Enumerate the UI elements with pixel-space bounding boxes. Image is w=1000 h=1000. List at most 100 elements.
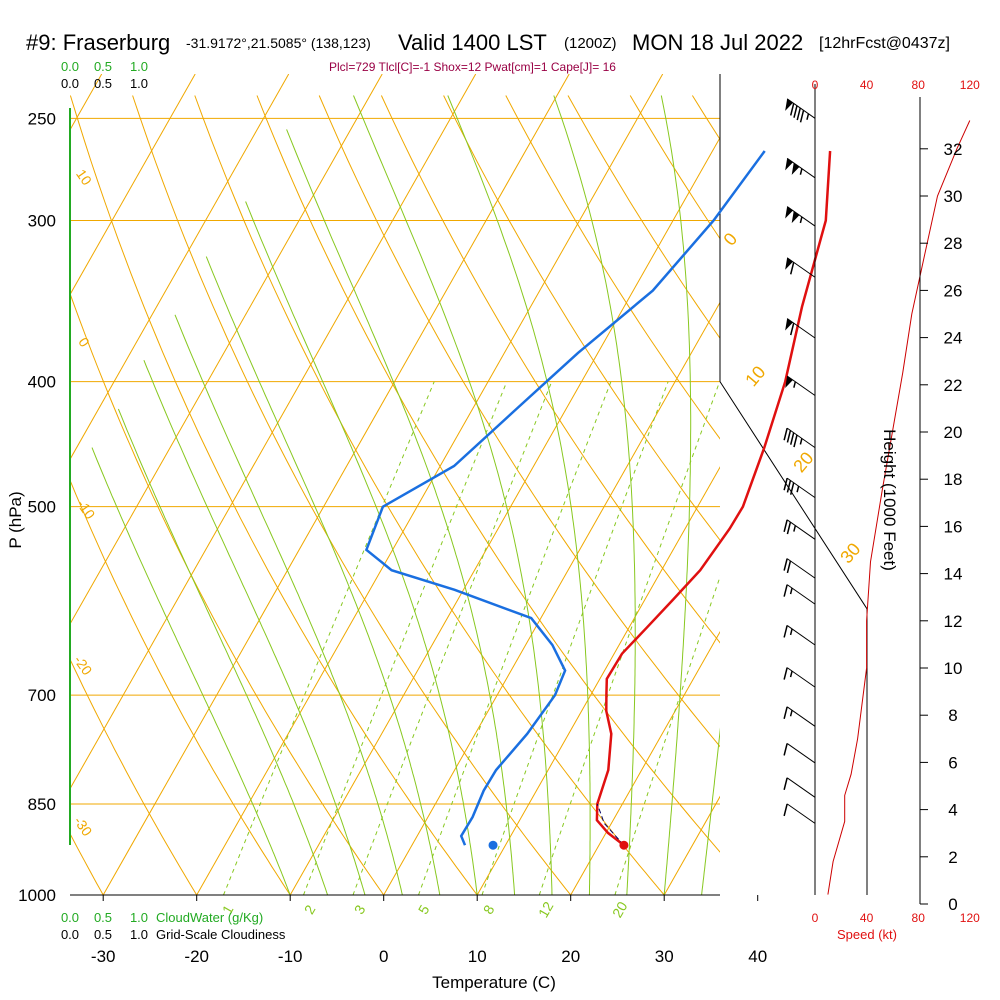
height-axis-label: Height (1000 Feet) bbox=[880, 429, 899, 571]
mixing-ratio-label: 2 bbox=[301, 902, 319, 917]
wind-barb-full bbox=[786, 480, 792, 493]
isotherm-line bbox=[70, 74, 290, 461]
wind-barb-staff bbox=[786, 625, 816, 646]
wind-barb-staff bbox=[786, 706, 816, 727]
temperature-tick-label: 10 bbox=[468, 947, 487, 966]
mixing-ratio-label: 3 bbox=[351, 902, 369, 917]
wind-barb-half bbox=[806, 113, 810, 120]
dry-adiabat-line bbox=[817, 96, 1000, 896]
wind-barb-full bbox=[789, 322, 795, 336]
dry-adiabat-line bbox=[70, 292, 385, 895]
wind-barb-staff bbox=[786, 667, 816, 688]
wind-barb-full bbox=[793, 434, 798, 448]
moist-adiabat-label: 0 bbox=[720, 229, 742, 250]
temperature-tick-label: 30 bbox=[655, 947, 674, 966]
wind-barb-half bbox=[799, 168, 803, 175]
grid-clipped bbox=[70, 74, 1000, 896]
wind-barb-staff bbox=[786, 743, 816, 764]
pressure-tick-label: 500 bbox=[28, 498, 56, 517]
mixing-ratio-label: 20 bbox=[609, 899, 631, 921]
parcel-path bbox=[596, 803, 625, 846]
moist-adiabat-line bbox=[174, 314, 403, 895]
wind-barb-half bbox=[789, 628, 793, 636]
wind-barb-pennant bbox=[785, 158, 793, 171]
wind-barb bbox=[783, 625, 816, 646]
dry-adiabat-line bbox=[941, 96, 1000, 896]
wind-barb bbox=[783, 584, 816, 605]
wind-barb-pennant bbox=[791, 162, 800, 175]
wind-barb-full bbox=[783, 667, 788, 680]
cloudiness-tick-bottom: 1.0 bbox=[130, 927, 148, 942]
pressure-tick-label: 850 bbox=[28, 795, 56, 814]
dry-adiabat-line bbox=[443, 95, 720, 541]
wind-barb-full bbox=[793, 105, 798, 118]
wind-barb bbox=[783, 667, 816, 688]
temperature-tick-label: 20 bbox=[561, 947, 580, 966]
wind-barb-pennant bbox=[785, 206, 793, 219]
mixing-ratio-label: 12 bbox=[535, 899, 557, 921]
speed-tick-bottom: 40 bbox=[860, 911, 874, 925]
wind-barb-pennant bbox=[785, 98, 793, 111]
moist-adiabat-line bbox=[117, 408, 329, 895]
cloudiness-tick-top: 0.5 bbox=[94, 76, 112, 91]
utc-time: (1200Z) bbox=[564, 35, 617, 52]
mixing-ratio-line bbox=[418, 381, 612, 895]
moist-adiabat-label: 30 bbox=[836, 539, 864, 567]
wind-barb-full bbox=[783, 706, 788, 719]
wind-barb bbox=[783, 427, 816, 449]
height-tick-label: 20 bbox=[944, 423, 963, 442]
wind-barb-full bbox=[786, 430, 792, 443]
valid-time: Valid 1400 LST bbox=[398, 30, 547, 55]
wind-barb bbox=[785, 157, 816, 179]
pressure-tick-label: 300 bbox=[28, 211, 56, 230]
isotherm-line bbox=[70, 74, 196, 296]
cloudwater-tick-bottom: 0.0 bbox=[61, 910, 79, 925]
wind-barb-pennant bbox=[785, 375, 793, 388]
cloudwater-tick-top: 0.5 bbox=[94, 59, 112, 74]
speed-tick-bottom: 80 bbox=[912, 911, 926, 925]
y-axis-label: P (hPa) bbox=[6, 491, 25, 548]
wind-barb-full bbox=[789, 103, 795, 116]
height-tick-label: 2 bbox=[948, 848, 957, 867]
isotherm-line bbox=[289, 136, 720, 895]
isotherm-line bbox=[851, 74, 1000, 895]
dry-adiabat-label: -10 bbox=[74, 496, 99, 522]
wind-barb bbox=[783, 519, 816, 540]
moist-adiabat-line bbox=[353, 95, 553, 895]
temperature-tick-label: -30 bbox=[91, 947, 116, 966]
dry-adiabat-line bbox=[70, 95, 478, 895]
wind-barb-half bbox=[789, 710, 793, 717]
height-tick-label: 8 bbox=[948, 706, 957, 725]
cloudiness-tick-top: 0.0 bbox=[61, 76, 79, 91]
wind-barb-full bbox=[799, 110, 805, 123]
moist-adiabat-line bbox=[286, 129, 516, 895]
moist-adiabat-line bbox=[660, 95, 692, 895]
wind-barb-full bbox=[783, 584, 788, 597]
wind-barb-full bbox=[796, 107, 801, 121]
station-title: #9: Fraserburg bbox=[26, 30, 170, 55]
wind-barb-full bbox=[783, 625, 788, 638]
height-tick-label: 22 bbox=[944, 376, 963, 395]
height-tick-label: 32 bbox=[944, 140, 963, 159]
wind-barb-pennant bbox=[791, 211, 800, 224]
isotherm-line bbox=[383, 301, 720, 895]
wind-barb bbox=[785, 257, 816, 278]
dry-adiabat-line bbox=[256, 95, 720, 853]
height-tick-label: 0 bbox=[948, 895, 957, 914]
cloudwater-tick-top: 1.0 bbox=[130, 59, 148, 74]
speed-tick-top: 80 bbox=[912, 78, 926, 92]
mixing-ratio-line bbox=[303, 381, 508, 895]
height-tick-label: 30 bbox=[944, 187, 963, 206]
dry-adiabat-label: -30 bbox=[71, 813, 96, 839]
dry-adiabat-line bbox=[70, 478, 291, 895]
stability-indices: Plcl=729 Tlcl[C]=-1 Shox=12 Pwat[cm]=1 C… bbox=[329, 60, 616, 74]
wind-barb-pennant bbox=[785, 257, 793, 270]
cloudwater-label: CloudWater (g/Kg) bbox=[156, 910, 263, 925]
isotherm-line bbox=[570, 630, 720, 895]
isotherm-line bbox=[70, 74, 383, 626]
wind-barb bbox=[783, 743, 816, 764]
cloudiness-tick-bottom: 0.5 bbox=[94, 927, 112, 942]
